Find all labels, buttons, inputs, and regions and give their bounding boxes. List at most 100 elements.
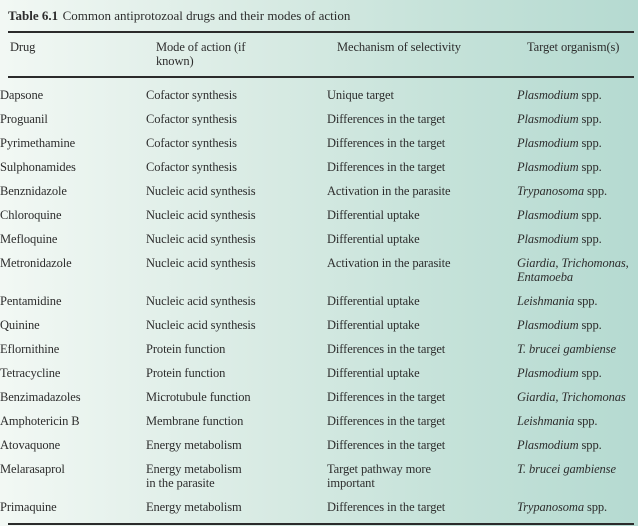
cell-mode: Cofactor synthesis	[146, 111, 237, 126]
cell-drug: Benznidazole	[0, 183, 67, 198]
cell-target-genus: Trypanosoma	[517, 499, 584, 514]
cell-target-suffix: spp.	[578, 87, 602, 102]
cell-target-genus: T. brucei gambiense	[517, 341, 616, 356]
cell-mode: Protein function	[146, 341, 226, 356]
cell-drug: Quinine	[0, 317, 40, 332]
cell-target-suffix: spp.	[583, 183, 608, 198]
cell-mechanism: Differences in the target	[327, 135, 446, 150]
cell-drug: Tetracycline	[0, 365, 61, 380]
cell-mechanism: Differential uptake	[327, 317, 420, 332]
table-row: Quinine Nucleic acid synthesis Different…	[0, 313, 638, 337]
table-title: Common antiprotozoal drugs and their mod…	[62, 8, 351, 23]
cell-mode: Cofactor synthesis	[146, 135, 237, 150]
cell-target: Plasmodium spp.	[517, 208, 638, 222]
cell-mechanism: Differences in the target	[327, 499, 446, 514]
cell-target-genus: Plasmodium	[517, 207, 579, 222]
table-row: Sulphonamides Cofactor synthesis Differe…	[0, 155, 638, 179]
cell-mode: Microtubule function	[146, 389, 251, 404]
cell-target: Plasmodium spp.	[517, 366, 638, 380]
cell-target-suffix: spp.	[583, 499, 608, 514]
table-row: Primaquine Energy metabolism Differences…	[0, 495, 638, 519]
cell-mode: Membrane function	[146, 413, 244, 428]
cell-target: Giardia, Trichomonas	[517, 390, 638, 404]
table-row: Benzimadazoles Microtubule function Diff…	[0, 385, 638, 409]
table-row: Melarasaprol Energy metabolism in the pa…	[0, 457, 638, 495]
cell-drug: Pyrimethamine	[0, 135, 76, 150]
cell-mechanism: Differences in the target	[327, 437, 446, 452]
cell-mode: Nucleic acid synthesis	[146, 231, 256, 246]
cell-mechanism: Differential uptake	[327, 293, 420, 308]
table-row: Mefloquine Nucleic acid synthesis Differ…	[0, 227, 638, 251]
cell-target: Trypanosoma spp.	[517, 184, 638, 198]
table-row: Metronidazole Nucleic acid synthesis Act…	[0, 251, 638, 289]
table-row: Eflornithine Protein function Difference…	[0, 337, 638, 361]
table-row: Amphotericin B Membrane function Differe…	[0, 409, 638, 433]
cell-drug: Benzimadazoles	[0, 389, 81, 404]
cell-drug: Dapsone	[0, 87, 44, 102]
cell-target: Plasmodium spp.	[517, 318, 638, 332]
cell-target-genus: Plasmodium	[517, 231, 579, 246]
cell-target-suffix: spp.	[578, 437, 602, 452]
cell-target: Leishmania spp.	[517, 294, 638, 308]
cell-target-suffix: spp.	[578, 317, 602, 332]
cell-target: Trypanosoma spp.	[517, 500, 638, 514]
cell-mechanism: Differences in the target	[327, 111, 446, 126]
table-row: Atovaquone Energy metabolism Differences…	[0, 433, 638, 457]
cell-mechanism: Differences in the target	[327, 389, 446, 404]
cell-drug: Atovaquone	[0, 437, 61, 452]
cell-target-genus: T. brucei gambiense	[517, 461, 616, 476]
table-header-row: Drug Mode of action (if known) Mechanism…	[0, 33, 638, 76]
top-rule	[8, 31, 634, 33]
cell-mode: Nucleic acid synthesis	[146, 317, 256, 332]
cell-target-suffix: spp.	[578, 111, 602, 126]
cell-target: Plasmodium spp.	[517, 232, 638, 246]
cell-mode: Energy metabolism	[146, 499, 242, 514]
cell-mode: Cofactor synthesis	[146, 159, 237, 174]
cell-target-genus: Plasmodium	[517, 437, 579, 452]
header-rule	[8, 76, 634, 78]
cell-mechanism: Activation in the parasite	[327, 255, 451, 270]
table-caption: Table 6.1 Common antiprotozoal drugs and …	[0, 0, 638, 24]
cell-target-suffix: spp.	[578, 365, 602, 380]
cell-target-suffix: spp.	[578, 135, 602, 150]
cell-drug: Primaquine	[0, 499, 57, 514]
cell-mode: Nucleic acid synthesis	[146, 255, 256, 270]
cell-target: Plasmodium spp.	[517, 438, 638, 452]
cell-target-genus: Plasmodium	[517, 111, 579, 126]
cell-drug: Eflornithine	[0, 341, 60, 356]
table-number: Table 6.1	[8, 8, 59, 23]
cell-target: Giardia, Trichomonas, Entamoeba	[517, 256, 638, 284]
cell-mechanism: Differences in the target	[327, 413, 446, 428]
table-row: Chloroquine Nucleic acid synthesis Diffe…	[0, 203, 638, 227]
cell-target-suffix: spp.	[578, 207, 602, 222]
cell-target: Plasmodium spp.	[517, 112, 638, 126]
cell-target-genus: Plasmodium	[517, 135, 579, 150]
cell-target: T. brucei gambiense	[517, 342, 638, 356]
table-row: Pyrimethamine Cofactor synthesis Differe…	[0, 131, 638, 155]
cell-mechanism: Differences in the target	[327, 159, 446, 174]
cell-target-genus: Plasmodium	[517, 87, 579, 102]
table-row: Benznidazole Nucleic acid synthesis Acti…	[0, 179, 638, 203]
cell-mode: Nucleic acid synthesis	[146, 207, 256, 222]
cell-mechanism: Target pathway more important	[327, 461, 431, 490]
cell-target: Plasmodium spp.	[517, 136, 638, 150]
cell-target: T. brucei gambiense	[517, 462, 638, 490]
bottom-rule	[8, 522, 634, 525]
header-drug: Drug	[10, 40, 36, 54]
cell-mode: Protein function	[146, 365, 226, 380]
table-body: Dapsone Cofactor synthesis Unique target…	[0, 78, 638, 523]
header-mechanism: Mechanism of selectivity	[337, 40, 461, 54]
cell-target-genus: Plasmodium	[517, 365, 579, 380]
cell-target-suffix: spp.	[578, 159, 602, 174]
cell-mechanism: Differential uptake	[327, 231, 420, 246]
cell-target: Plasmodium spp.	[517, 160, 638, 174]
table-row: Tetracycline Protein function Differenti…	[0, 361, 638, 385]
cell-target: Plasmodium spp.	[517, 88, 638, 102]
cell-target: Leishmania spp.	[517, 414, 638, 428]
cell-mode: Cofactor synthesis	[146, 87, 237, 102]
cell-target-suffix: spp.	[574, 413, 598, 428]
cell-target-genus: Leishmania	[517, 293, 575, 308]
header-mode: Mode of action (if known)	[156, 40, 246, 68]
cell-drug: Amphotericin B	[0, 413, 80, 428]
